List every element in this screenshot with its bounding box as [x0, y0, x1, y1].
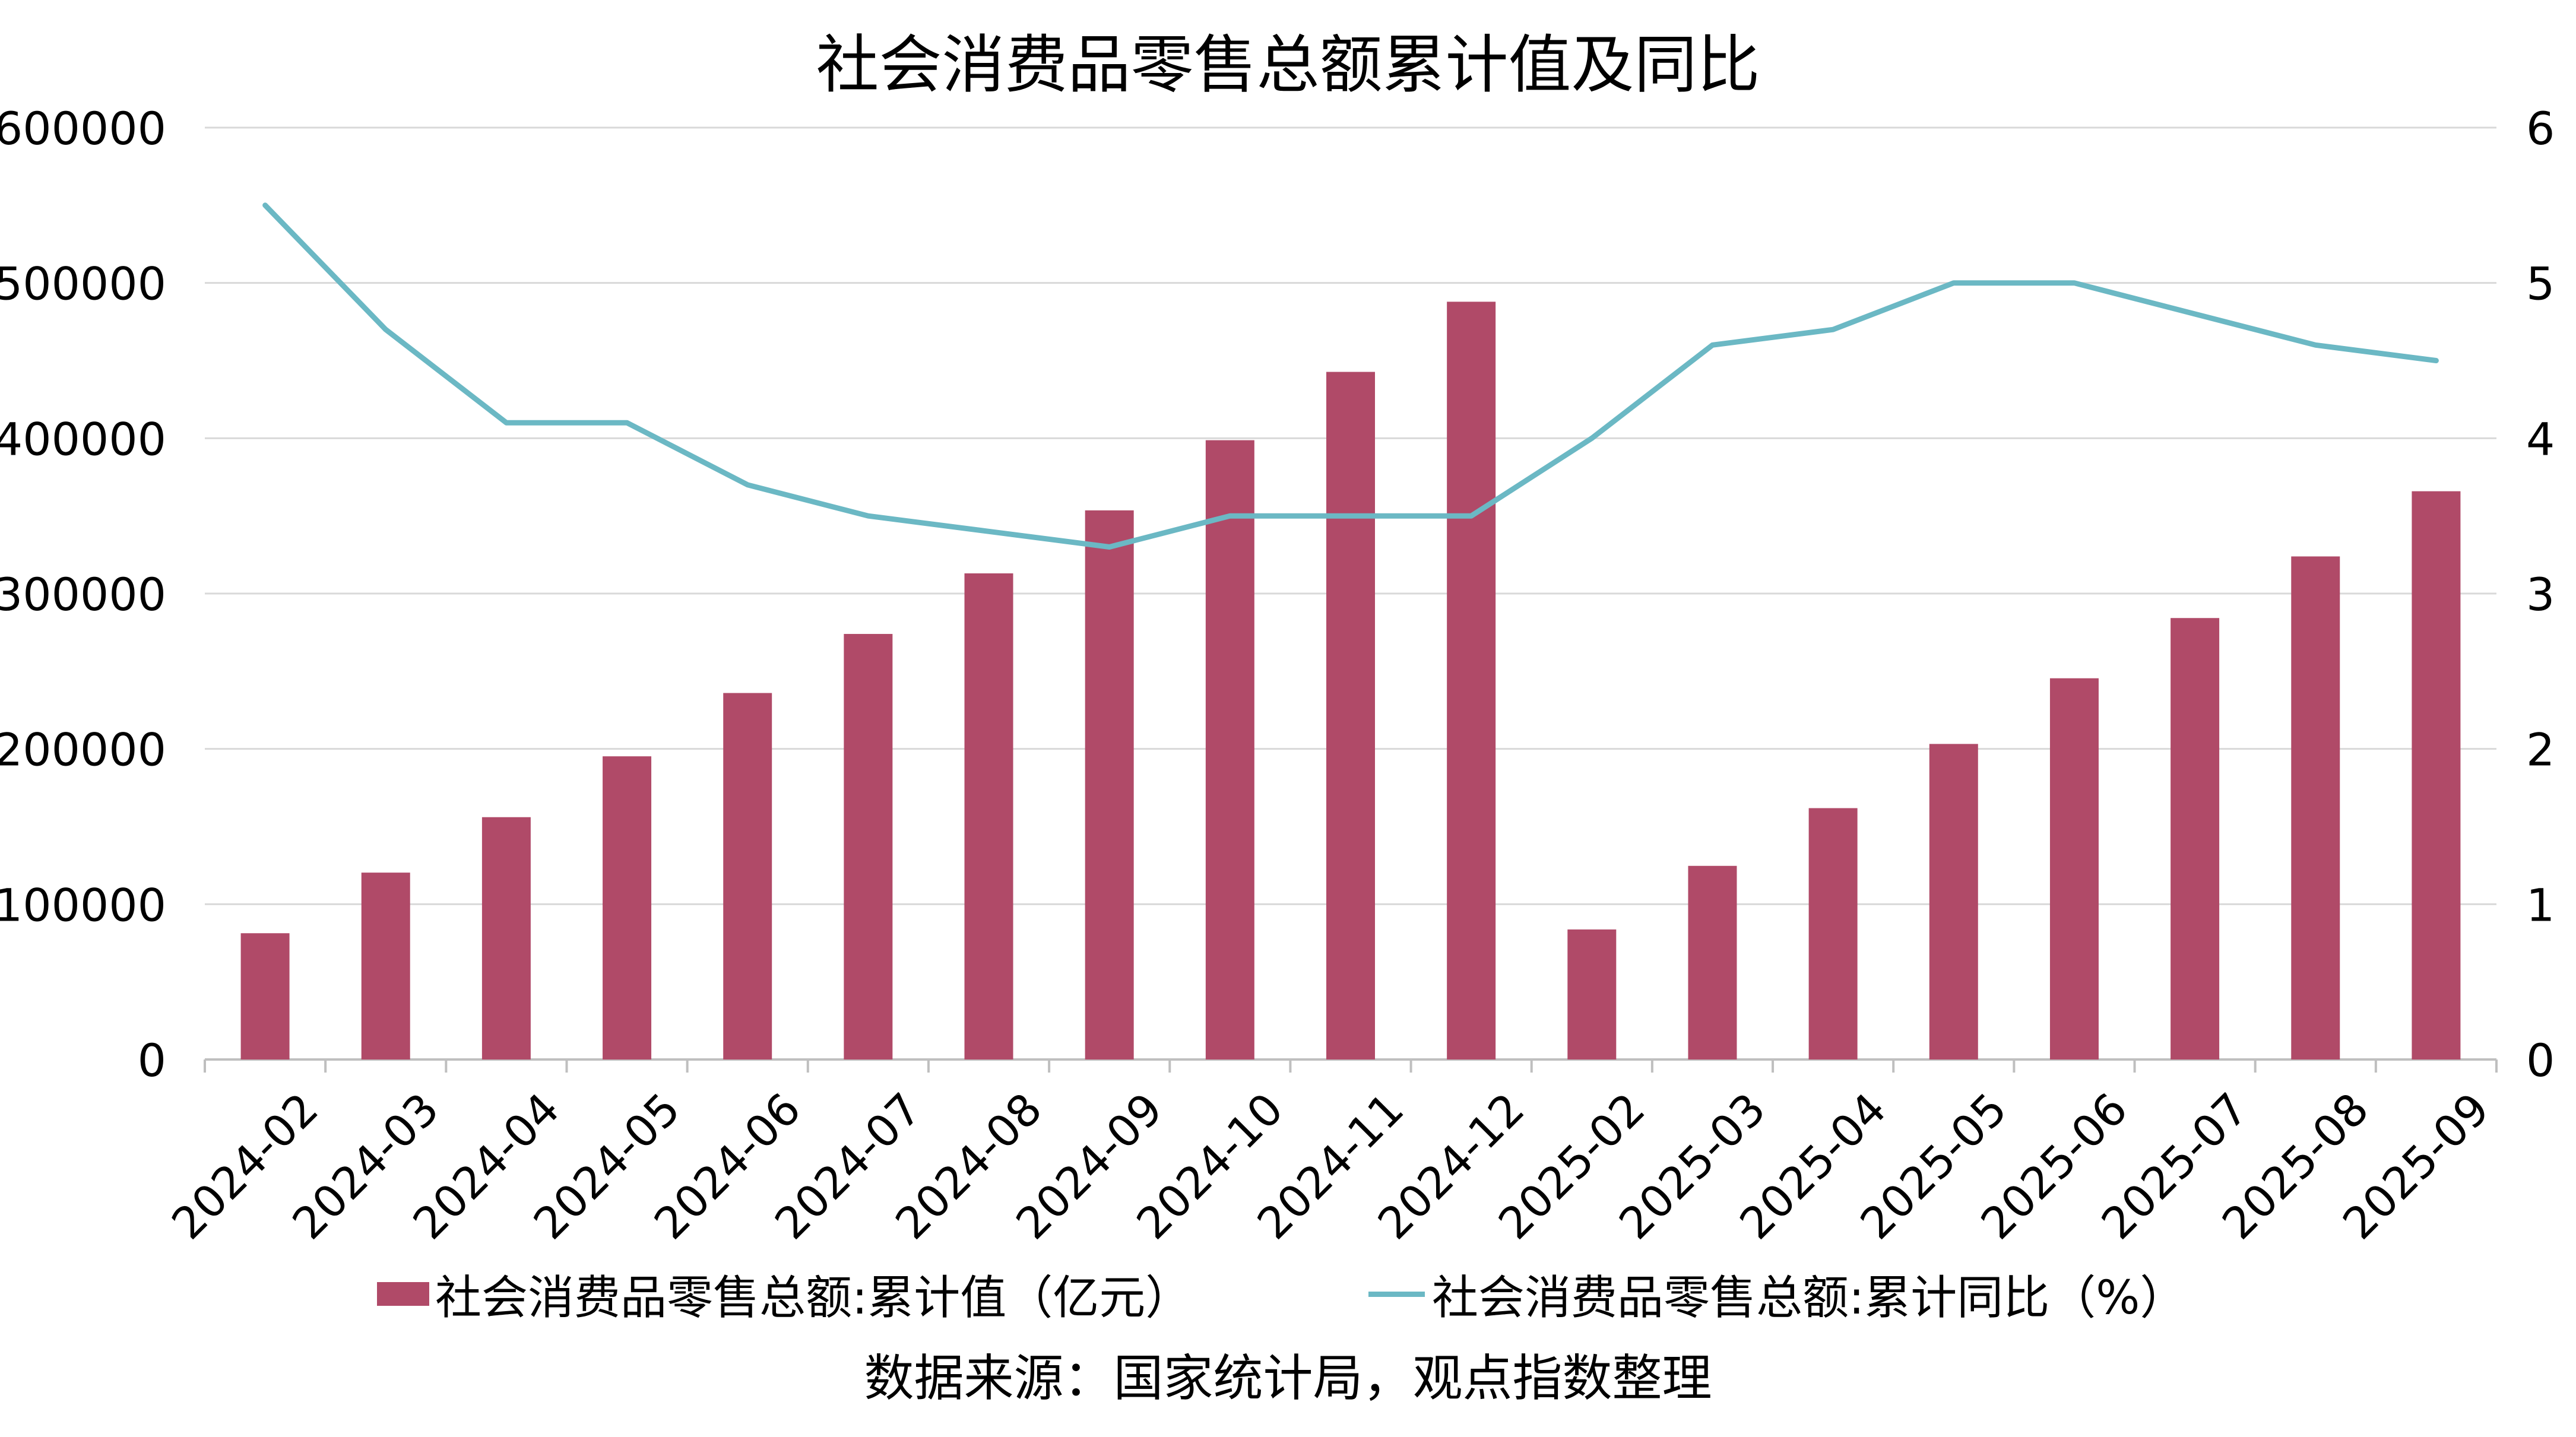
bar: [964, 573, 1013, 1059]
bar: [2049, 678, 2099, 1059]
bar: [1929, 744, 1978, 1059]
legend-bar-swatch: [377, 1282, 429, 1306]
bar: [361, 873, 410, 1059]
bar: [1326, 372, 1375, 1059]
legend-item-line: 社会消费品零售总额:累计同比（%）: [1368, 1258, 2186, 1330]
y-left-tick-label: 600000: [0, 102, 166, 155]
y-left-tick-label: 0: [138, 1034, 166, 1087]
legend-line-swatch: [1368, 1291, 1425, 1297]
legend-bar-label: 社会消费品零售总额:累计值（亿元）: [435, 1271, 1192, 1325]
chart-title: 社会消费品零售总额累计值及同比: [816, 28, 1760, 101]
y-right-tick-label: 3: [2526, 568, 2555, 621]
bar: [844, 634, 893, 1059]
y-left-tick-label: 500000: [0, 258, 166, 310]
bar: [2412, 491, 2461, 1059]
bar: [1447, 302, 1496, 1059]
y-right-tick-label: 0: [2526, 1034, 2555, 1087]
y-right-tick-label: 6: [2526, 102, 2555, 155]
y-left-tick-label: 200000: [0, 724, 166, 776]
bar: [481, 817, 531, 1059]
bar: [2291, 556, 2340, 1059]
y-right-tick-label: 5: [2526, 258, 2555, 310]
bar: [1085, 510, 1134, 1059]
y-left-tick-label: 300000: [0, 568, 166, 621]
data-source-note: 数据来源：国家统计局，观点指数整理: [864, 1349, 1712, 1407]
bar: [1808, 808, 1858, 1059]
legend-line-label: 社会消费品零售总额:累计同比（%）: [1432, 1271, 2187, 1325]
legend: 社会消费品零售总额:累计值（亿元） 社会消费品零售总额:累计同比（%）: [0, 1258, 2576, 1330]
line-series: [262, 202, 2439, 550]
bar: [1205, 440, 1254, 1060]
bar: [603, 756, 652, 1059]
bar: [723, 693, 772, 1059]
y-left-tick-label: 100000: [0, 878, 166, 931]
y-left-tick-label: 400000: [0, 413, 166, 465]
bar: [2171, 618, 2220, 1059]
bar: [240, 933, 290, 1059]
y-right-tick-label: 4: [2526, 413, 2555, 465]
bar: [1567, 929, 1617, 1059]
y-right-tick-label: 1: [2526, 878, 2555, 931]
bar: [1688, 865, 1737, 1059]
legend-item-bar: 社会消费品零售总额:累计值（亿元）: [377, 1258, 1192, 1330]
y-right-tick-label: 2: [2526, 724, 2555, 776]
